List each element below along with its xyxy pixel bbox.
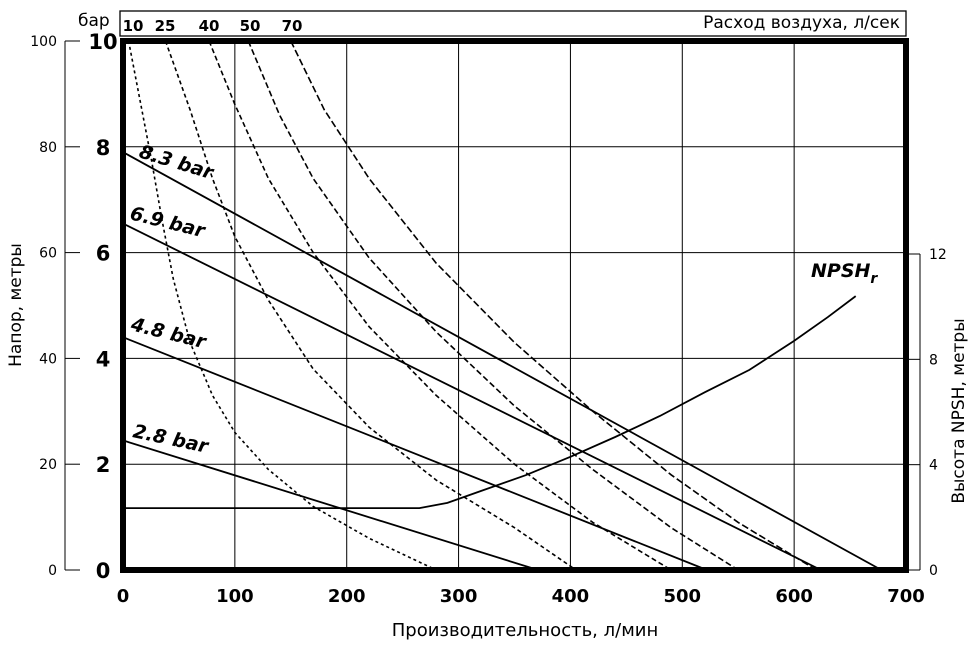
left-tick-label-bar: 6	[96, 242, 111, 266]
left-tick-label-m: 20	[39, 457, 57, 473]
x-axis-title: Производительность, л/мин	[392, 620, 659, 641]
left-tick-label-m: 60	[39, 246, 57, 262]
air-curve-10	[127, 40, 437, 571]
curve-label-8-3-bar: 8.3 bar	[137, 141, 218, 185]
left-tick-label-m: 100	[30, 34, 57, 50]
left-tick-label-m: 80	[39, 140, 57, 156]
right-tick-label: 8	[929, 352, 938, 368]
left-tick-label-m: 40	[39, 351, 57, 367]
air-curve-50	[247, 40, 739, 571]
air-flow-value: 10	[123, 17, 144, 35]
curve-label-6-9-bar: 6.9 bar	[128, 203, 209, 243]
series-npshr	[123, 295, 857, 510]
series-2-8-bar	[122, 439, 539, 571]
x-tick-label: 200	[328, 586, 366, 607]
air-flow-value: 40	[199, 17, 220, 35]
air-curve-70	[290, 40, 817, 571]
y-axis-title-right: Высота NPSH, метры	[949, 318, 969, 503]
x-tick-label: 0	[117, 586, 130, 607]
air-flow-value: 70	[282, 17, 303, 35]
x-tick-label: 400	[552, 586, 590, 607]
curve-label-2-8-bar: 2.8 bar	[131, 420, 212, 458]
left-tick-label-bar: 8	[96, 136, 111, 160]
right-tick-label: 12	[929, 247, 947, 263]
air-curve-25	[164, 40, 577, 571]
series-4-8-bar	[122, 336, 708, 571]
left-tick-label-bar: 4	[96, 347, 111, 371]
x-tick-label: 700	[887, 586, 925, 607]
series-8-3-bar	[122, 151, 882, 571]
plot-series	[122, 40, 882, 571]
plot-frame	[120, 38, 909, 573]
x-tick-label: 300	[440, 586, 478, 607]
air-flow-value: 25	[155, 17, 176, 35]
curve-label-npshr: NPSHr	[811, 260, 878, 287]
right-tick-label: 4	[929, 458, 938, 474]
x-tick-label: 600	[775, 586, 813, 607]
plot-grid	[122, 40, 907, 571]
air-unit-label: бар	[78, 11, 110, 31]
left-tick-label-bar: 2	[96, 453, 111, 477]
x-tick-label: 500	[663, 586, 701, 607]
air-curve-40	[208, 40, 672, 571]
left-tick-label-m: 0	[48, 563, 57, 579]
air-flow-values: 10 25 40 50 70	[123, 17, 303, 35]
series-6-9-bar	[122, 222, 822, 571]
curve-labels: 8.3 bar 6.9 bar 4.8 bar 2.8 bar NPSHr	[128, 141, 879, 458]
left-tick-label-bar: 0	[96, 559, 111, 583]
right-tick-label: 0	[929, 563, 938, 579]
air-flow-title: Расход воздуха, л/сек	[703, 13, 900, 33]
air-flow-value: 50	[240, 17, 261, 35]
x-tick-label: 100	[216, 586, 254, 607]
air-flow-header-box	[119, 10, 907, 37]
curve-label-4-8-bar: 4.8 bar	[128, 313, 210, 353]
y-axis-title-left: Напор, метры	[6, 243, 26, 367]
left-tick-label-bar: 10	[88, 30, 117, 54]
